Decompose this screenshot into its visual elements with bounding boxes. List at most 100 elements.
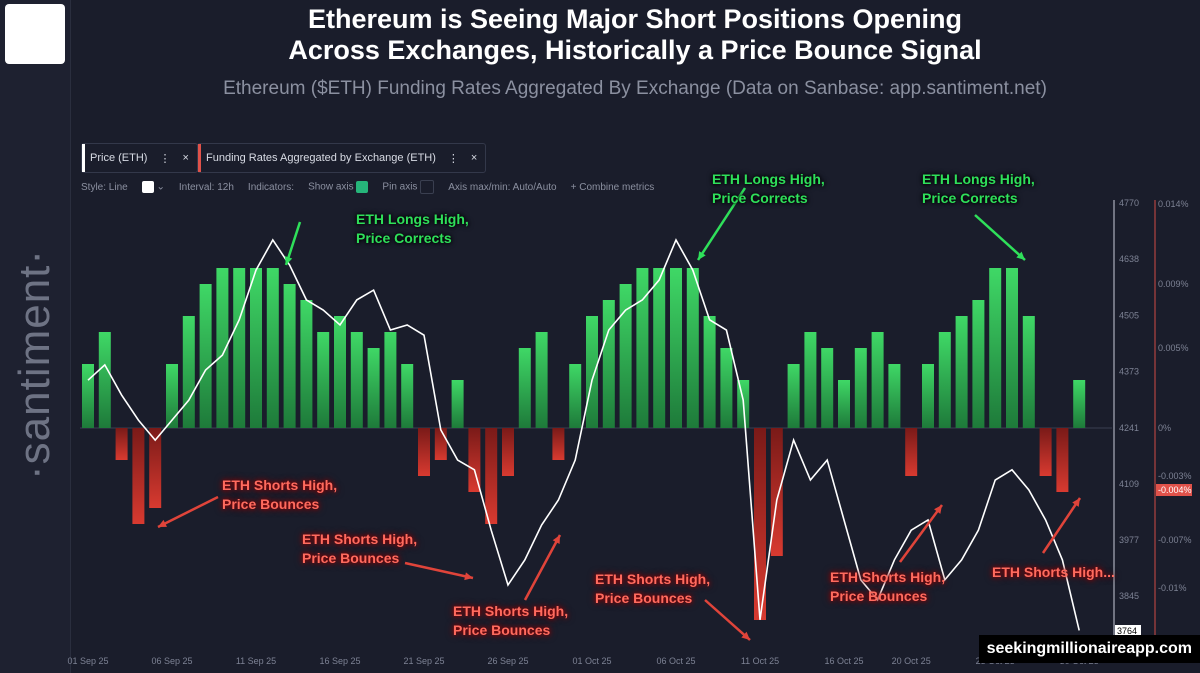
annotation-arrow <box>1041 497 1082 554</box>
funding-bar <box>871 332 884 428</box>
price-line <box>87 238 1080 631</box>
annotation-longs-3: ETH Longs High, Price Corrects <box>922 171 1035 206</box>
axis-maxmin-dropdown[interactable]: Axis max/min: Auto/Auto <box>448 181 557 193</box>
funding-bar <box>1006 268 1018 428</box>
watermark: seekingmillionaireapp.com <box>978 635 1200 663</box>
funding-bar <box>132 428 145 524</box>
arrow-head-icon <box>1016 251 1025 260</box>
funding-bar <box>518 348 531 428</box>
annotation-shorts-6: ETH Shorts High... <box>992 564 1115 580</box>
annotation-arrow <box>974 214 1026 261</box>
metric-chip-price[interactable]: Price (ETH) ⋮ × <box>81 143 198 173</box>
price-tick-label: 3977 <box>1119 535 1139 545</box>
metric-chip-funding[interactable]: Funding Rates Aggregated by Exchange (ET… <box>197 143 487 173</box>
arrow-head-icon <box>464 572 473 581</box>
x-tick-label: 16 Sep 25 <box>319 656 360 666</box>
funding-bar <box>670 268 682 428</box>
funding-tick-label: -0.007% <box>1158 535 1192 545</box>
price-tick-label: 4373 <box>1119 367 1139 377</box>
x-tick-label: 21 Sep 25 <box>403 656 444 666</box>
arrow-head-icon <box>284 256 293 265</box>
close-icon[interactable]: × <box>182 152 189 164</box>
x-tick-label: 26 Sep 25 <box>487 656 528 666</box>
annotation-arrow <box>704 599 751 641</box>
annotation-arrow <box>696 187 747 261</box>
funding-bar <box>434 428 447 460</box>
funding-bar <box>552 428 565 460</box>
funding-bar <box>720 348 733 428</box>
funding-bar <box>266 268 279 428</box>
annotation-shorts-2: ETH Shorts High, Price Bounces <box>302 531 418 566</box>
funding-bar <box>703 316 716 428</box>
funding-bar <box>300 300 313 428</box>
pin-axis-toggle[interactable]: Pin axis <box>382 180 435 194</box>
funding-tick-label: 0.009% <box>1158 279 1189 289</box>
funding-bar <box>938 332 951 428</box>
x-tick-label: 11 Oct 25 <box>741 656 779 666</box>
funding-bar <box>854 348 867 428</box>
funding-bar <box>485 428 498 524</box>
annotation-arrow <box>404 561 474 580</box>
funding-bar <box>82 364 94 428</box>
funding-tick-label: -0.01% <box>1158 583 1187 593</box>
annotation-arrow <box>523 534 562 601</box>
funding-bar <box>182 316 195 428</box>
price-last-badge <box>1115 625 1141 636</box>
funding-tick-label: 0.014% <box>1158 199 1189 209</box>
checkbox-icon[interactable] <box>420 180 435 194</box>
funding-bar <box>888 364 901 428</box>
style-dropdown[interactable]: Style: Line <box>81 181 128 193</box>
funding-bar <box>384 332 397 428</box>
funding-bar <box>98 332 111 428</box>
funding-bar <box>686 268 699 428</box>
price-last-label: 3764 <box>1117 626 1137 636</box>
x-tick-label: 06 Oct 25 <box>656 656 695 666</box>
funding-bar <box>250 268 262 428</box>
qr-code <box>5 4 65 64</box>
more-icon[interactable]: ⋮ <box>447 152 459 165</box>
x-tick-label: 01 Oct 25 <box>572 656 611 666</box>
funding-bar <box>619 284 632 428</box>
show-axis-toggle[interactable]: Show axis <box>308 181 369 193</box>
annotation-arrow <box>157 495 219 529</box>
funding-bar <box>149 428 162 508</box>
funding-bar <box>955 316 968 428</box>
toolbar: Style: Line ⌄ Interval: 12h Indicators: … <box>81 180 654 194</box>
funding-bar <box>418 428 430 476</box>
checkbox-checked-icon[interactable] <box>356 181 369 193</box>
funding-bar <box>502 428 514 476</box>
funding-bar <box>586 316 598 428</box>
funding-bar <box>636 268 649 428</box>
funding-bar <box>770 428 783 556</box>
subtitle: Ethereum ($ETH) Funding Rates Aggregated… <box>223 78 1047 99</box>
left-panel: ·santiment· <box>0 0 71 673</box>
annotation-shorts-1: ETH Shorts High, Price Bounces <box>222 477 338 512</box>
funding-bar <box>922 364 934 428</box>
funding-bar <box>972 300 985 428</box>
close-icon[interactable]: × <box>470 152 478 164</box>
x-tick-label: 11 Sep 25 <box>236 656 276 666</box>
funding-bar <box>1022 316 1035 428</box>
indicators-dropdown[interactable]: Indicators: <box>247 181 295 193</box>
x-tick-label: 20 Oct 25 <box>892 656 931 666</box>
funding-bar <box>451 380 464 428</box>
funding-bar <box>787 364 800 428</box>
interval-dropdown[interactable]: Interval: 12h <box>178 181 234 193</box>
annotation-shorts-3: ETH Shorts High, Price Bounces <box>453 603 569 638</box>
more-icon[interactable]: ⋮ <box>159 152 171 165</box>
arrow-head-icon <box>934 505 942 514</box>
page-title: Ethereum is Seeing Major Short Positions… <box>288 4 982 65</box>
funding-bar <box>905 428 918 476</box>
funding-tick-label: 0% <box>1158 423 1171 433</box>
color-picker[interactable]: ⌄ <box>141 181 165 193</box>
funding-bar <box>821 348 834 428</box>
funding-bar <box>602 300 615 428</box>
funding-bar <box>1073 380 1086 428</box>
funding-bar <box>989 268 1002 428</box>
combine-metrics-button[interactable]: + Combine metrics <box>570 181 655 193</box>
funding-bar <box>367 348 380 428</box>
funding-bar <box>115 428 128 460</box>
annotation-shorts-5: ETH Shorts High, Price Bounces <box>830 569 946 604</box>
funding-bar <box>1056 428 1069 492</box>
